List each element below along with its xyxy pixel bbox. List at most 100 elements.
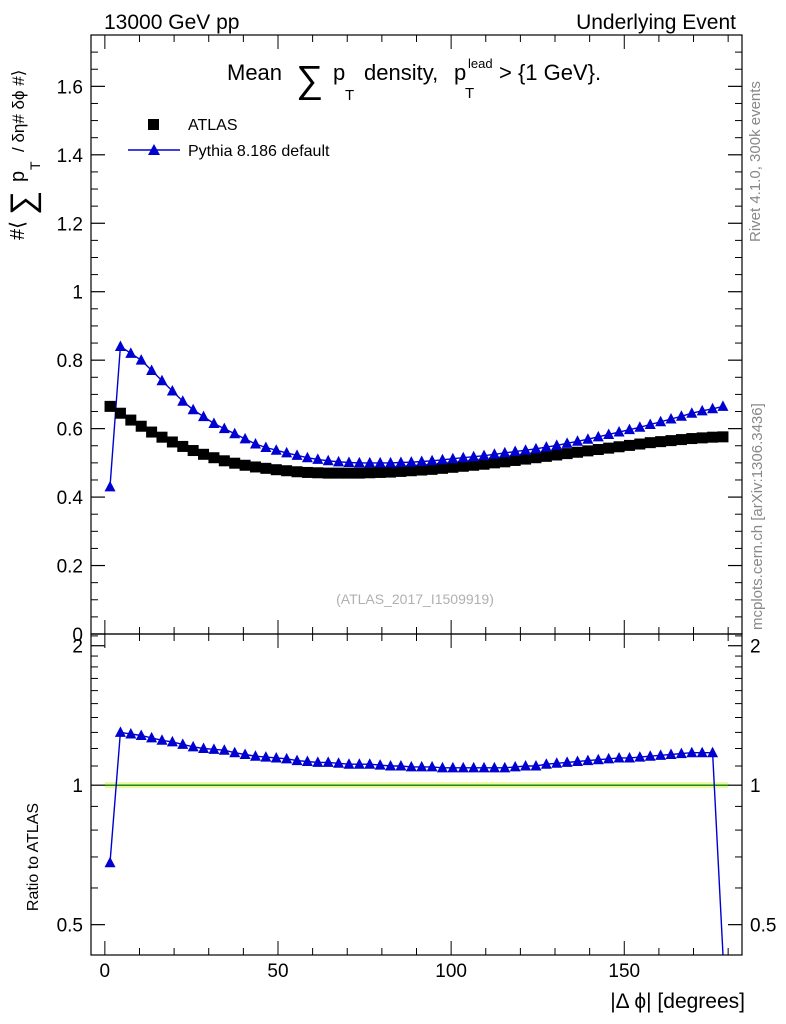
title-T-sub-lead: T <box>465 85 474 102</box>
ratio-point <box>353 758 365 769</box>
ratio-series <box>104 726 724 956</box>
pythia-point <box>634 421 646 432</box>
ylabel-p: p <box>7 171 29 182</box>
ratio-point <box>333 757 345 768</box>
x-tick-label: 50 <box>267 961 288 982</box>
pythia-point <box>135 354 147 365</box>
atlas-point <box>572 446 584 458</box>
atlas-point <box>592 444 604 456</box>
pythia-point <box>696 404 708 416</box>
mcplots-label: mcplots.cern.ch [arXiv:1306.3436] <box>749 403 766 630</box>
atlas-point <box>301 466 313 478</box>
atlas-point <box>468 459 480 471</box>
ratio-point <box>187 740 199 752</box>
pythia-point <box>436 453 448 465</box>
main-y-tick-label: 1.6 <box>57 77 83 98</box>
ratio-point <box>488 761 500 773</box>
ratio-point <box>291 754 303 766</box>
rivet-version-label: Rivet 4.1.0, 300k events <box>747 81 764 242</box>
legend-label-pythia: Pythia 8.186 default <box>188 143 330 160</box>
ratio-point <box>146 731 158 743</box>
pythia-point <box>291 449 303 460</box>
pythia-point <box>353 456 365 468</box>
ratio-point <box>530 760 542 771</box>
atlas-point <box>634 438 646 450</box>
pythia-point <box>385 456 397 468</box>
ratio-point <box>364 758 376 769</box>
pythia-point <box>603 428 615 439</box>
pythia-point <box>249 438 261 449</box>
ratio-point <box>218 744 230 755</box>
ratio-point <box>104 856 116 868</box>
pythia-point <box>156 374 168 386</box>
title-sum-symbol: ∑ <box>296 59 323 101</box>
pythia-point <box>270 444 282 455</box>
legend: ATLAS Pythia 8.186 default <box>128 117 330 160</box>
atlas-point <box>707 431 719 443</box>
atlas-point <box>229 457 241 469</box>
ratio-point <box>582 754 594 766</box>
atlas-point <box>457 460 469 472</box>
pythia-point <box>468 450 480 462</box>
ratio-panel: 0.5 0.5 1 1 2 2 0 50 100 150 <box>57 633 776 982</box>
pythia-point <box>239 432 251 444</box>
ratio-point <box>623 751 635 763</box>
ratio-point <box>114 726 126 737</box>
atlas-point <box>322 467 334 479</box>
atlas-point <box>561 448 573 460</box>
atlas-point <box>146 426 158 438</box>
ratio-point <box>270 751 282 763</box>
atlas-point <box>520 453 532 465</box>
pythia-point <box>572 435 584 446</box>
pythia-point <box>655 415 667 427</box>
pythia-point <box>447 452 459 464</box>
atlas-point <box>540 450 552 462</box>
pythia-point <box>561 437 573 448</box>
ratio-point <box>634 751 646 762</box>
pythia-point <box>623 423 635 435</box>
atlas-point <box>156 431 168 443</box>
atlas-point <box>125 414 137 426</box>
ratio-point <box>322 756 334 767</box>
main-panel: 0 0.2 0.4 0.6 0.8 1 1.2 1.4 1.6 <box>57 34 743 646</box>
pythia-point <box>395 456 407 468</box>
ratio-point <box>166 735 178 747</box>
pythia-point <box>426 454 438 466</box>
atlas-point <box>665 435 677 447</box>
ratio-point <box>447 761 459 773</box>
pythia-point <box>675 410 687 421</box>
ratio-point <box>540 758 552 769</box>
atlas-point <box>478 458 490 470</box>
ratio-y-tick-label: 0.5 <box>57 916 83 937</box>
main-y-tick-label: 1 <box>72 283 83 304</box>
atlas-point <box>644 437 656 449</box>
atlas-point <box>104 400 116 412</box>
ratio-point <box>416 760 428 772</box>
pythia-point <box>644 418 656 430</box>
ratio-point <box>499 761 511 773</box>
ratio-y-tick-label-right: 1 <box>750 776 761 797</box>
ratio-ticks: 0.5 0.5 1 1 2 2 0 50 100 150 <box>57 634 776 982</box>
pythia-point <box>509 445 521 457</box>
atlas-point <box>623 439 635 451</box>
ratio-point <box>696 746 708 758</box>
main-series <box>104 340 729 492</box>
atlas-point <box>436 462 448 474</box>
main-y-tick-label: 0 <box>72 625 83 646</box>
ratio-point <box>239 748 251 759</box>
ratio-y-tick-label-right: 0.5 <box>750 916 776 937</box>
title-p: p <box>333 60 345 85</box>
pythia-point <box>104 480 116 492</box>
atlas-point <box>499 456 511 468</box>
x-tick-label: 0 <box>100 961 111 982</box>
pythia-point <box>333 455 345 467</box>
atlas-point <box>291 466 303 478</box>
pythia-point <box>146 364 158 375</box>
atlas-point <box>385 466 397 478</box>
main-y-tick-label: 0.8 <box>57 351 83 372</box>
ratio-point <box>478 761 490 773</box>
atlas-point <box>447 461 459 473</box>
pythia-point <box>187 403 199 415</box>
main-y-tick-label: 0.6 <box>57 420 83 441</box>
atlas-point <box>488 457 500 469</box>
